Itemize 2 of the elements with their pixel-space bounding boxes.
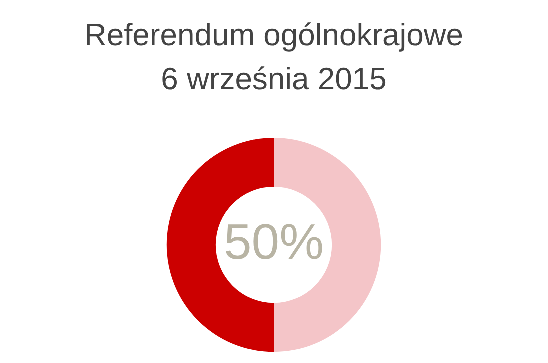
text: 50%: [224, 214, 324, 270]
chart-title: Referendum ogólnokrajowe 6 września 2015: [84, 18, 464, 96]
